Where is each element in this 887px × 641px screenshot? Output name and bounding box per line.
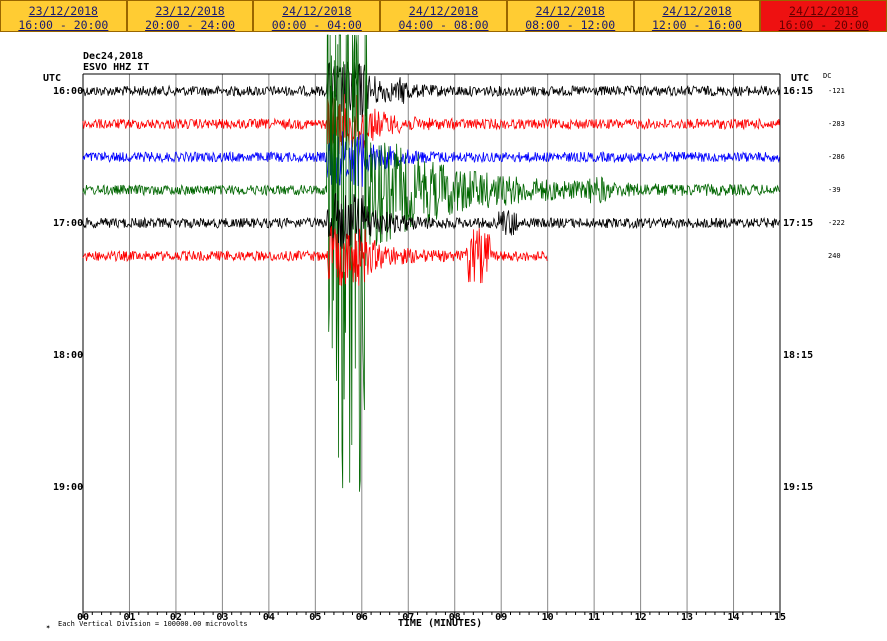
- footer-icon: ✶: [46, 623, 51, 631]
- date-tab[interactable]: 24/12/2018 16:00 - 20:00: [760, 0, 887, 32]
- left-time-label: 17:00: [53, 218, 83, 229]
- tab-time[interactable]: 00:00 - 04:00: [271, 18, 362, 32]
- dc-value: -286: [828, 153, 845, 161]
- x-axis-title: TIME (MINUTES): [398, 618, 482, 629]
- x-tick-label: 12: [635, 612, 647, 623]
- tab-time[interactable]: 08:00 - 12:00: [525, 18, 616, 32]
- date-tab[interactable]: 24/12/2018 08:00 - 12:00: [506, 0, 634, 32]
- x-tick-label: 11: [588, 612, 600, 623]
- tab-time[interactable]: 16:00 - 20:00: [778, 18, 869, 32]
- right-time-label: 18:15: [783, 350, 813, 361]
- x-tick-label: 04: [263, 612, 275, 623]
- x-tick-label: 13: [681, 612, 693, 623]
- x-tick-label: 14: [728, 612, 740, 623]
- tab-date[interactable]: 24/12/2018: [408, 4, 479, 18]
- seismic-trace: [82, 34, 780, 492]
- date-tab[interactable]: 24/12/2018 04:00 - 08:00: [380, 0, 507, 32]
- tab-date[interactable]: 24/12/2018: [282, 4, 352, 18]
- seismic-trace: [82, 226, 548, 286]
- date-tab[interactable]: 24/12/2018 12:00 - 16:00: [633, 0, 761, 32]
- tab-date[interactable]: 24/12/2018: [535, 4, 605, 18]
- seismic-trace: [82, 61, 780, 118]
- right-unit: UTC: [791, 73, 809, 84]
- station-name: ESVO HHZ IT: [83, 62, 149, 73]
- x-tick-label: 01: [123, 612, 135, 623]
- tab-time[interactable]: 12:00 - 16:00: [651, 18, 742, 32]
- dc-value: 240: [828, 252, 841, 260]
- x-tick-label: 05: [309, 612, 321, 623]
- dc-value: -283: [828, 120, 845, 128]
- tab-time[interactable]: 20:00 - 24:00: [145, 18, 236, 32]
- x-tick-label: 03: [216, 612, 228, 623]
- x-tick-label: 08: [449, 612, 461, 623]
- left-time-label: 19:00: [53, 482, 83, 493]
- tab-date[interactable]: 23/12/2018: [155, 4, 225, 18]
- tab-bar: 23/12/2018 16:00 - 20:00 23/12/2018 20:00 -…: [0, 0, 887, 34]
- x-tick-label: 00: [77, 612, 89, 623]
- dc-label: DC: [823, 72, 831, 80]
- left-unit: UTC: [43, 73, 61, 84]
- seismic-trace: [82, 94, 780, 155]
- x-tick-label: 06: [356, 612, 368, 623]
- seismic-trace: [82, 193, 780, 252]
- date-tab[interactable]: 23/12/2018 20:00 - 24:00: [126, 0, 254, 32]
- left-time-label: 18:00: [53, 350, 83, 361]
- dc-value: -222: [828, 219, 845, 227]
- x-tick-label: 10: [542, 612, 554, 623]
- tab-date[interactable]: 23/12/2018: [28, 4, 98, 18]
- tab-date[interactable]: 24/12/2018: [789, 4, 859, 18]
- dc-value: -39: [828, 186, 841, 194]
- right-time-label: 17:15: [783, 218, 813, 229]
- date-tab[interactable]: 23/12/2018 16:00 - 20:00: [0, 0, 127, 32]
- footer-note: Each Vertical Division = 100000.00 micro…: [58, 620, 248, 628]
- right-time-label: 16:15: [783, 86, 813, 97]
- seismic-trace: [82, 131, 780, 187]
- left-time-label: 16:00: [53, 86, 83, 97]
- date-tab[interactable]: 24/12/2018 00:00 - 04:00: [253, 0, 381, 32]
- tab-date[interactable]: 24/12/2018: [662, 4, 732, 18]
- x-tick-label: 15: [774, 612, 786, 623]
- tab-time[interactable]: 16:00 - 20:00: [18, 18, 109, 32]
- x-tick-label: 02: [170, 612, 182, 623]
- right-time-label: 19:15: [783, 482, 813, 493]
- dc-value: -121: [828, 87, 845, 95]
- tab-time[interactable]: 04:00 - 08:00: [398, 18, 489, 32]
- x-tick-label: 09: [495, 612, 507, 623]
- station-date: Dec24,2018: [83, 51, 143, 62]
- x-tick-label: 07: [402, 612, 414, 623]
